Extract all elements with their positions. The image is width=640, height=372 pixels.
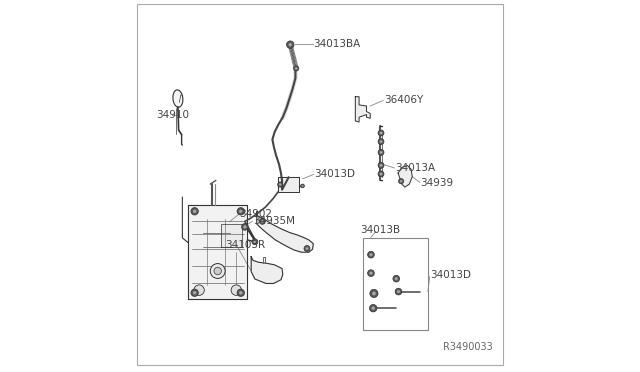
Text: 34013D: 34013D (314, 169, 355, 179)
Text: 34013B: 34013B (360, 225, 400, 235)
Polygon shape (257, 212, 314, 252)
Polygon shape (278, 177, 299, 192)
Circle shape (193, 209, 196, 213)
Circle shape (193, 291, 196, 295)
Circle shape (369, 253, 372, 256)
Text: 34013BA: 34013BA (314, 39, 360, 49)
Circle shape (191, 208, 198, 215)
Circle shape (278, 182, 283, 187)
Circle shape (304, 246, 310, 251)
Bar (363, 238, 428, 330)
Circle shape (231, 285, 241, 295)
Circle shape (239, 291, 243, 295)
Polygon shape (398, 166, 412, 187)
Circle shape (243, 225, 246, 228)
Circle shape (301, 185, 303, 187)
Circle shape (395, 288, 402, 295)
Text: 34103R: 34103R (225, 240, 265, 250)
Polygon shape (355, 97, 370, 122)
Circle shape (239, 209, 243, 213)
Circle shape (252, 239, 258, 245)
Text: 34013A: 34013A (395, 163, 435, 173)
Circle shape (211, 263, 225, 278)
Polygon shape (221, 224, 241, 247)
Polygon shape (188, 205, 248, 299)
Circle shape (378, 139, 384, 145)
Circle shape (369, 304, 377, 312)
Circle shape (372, 292, 376, 295)
Circle shape (372, 307, 375, 310)
Circle shape (253, 240, 256, 243)
Circle shape (261, 220, 264, 223)
Text: 34902: 34902 (239, 209, 272, 219)
Circle shape (380, 140, 382, 143)
Circle shape (370, 289, 378, 298)
Circle shape (380, 173, 382, 175)
Circle shape (378, 150, 384, 155)
Circle shape (295, 67, 298, 70)
Circle shape (380, 132, 382, 134)
Circle shape (367, 270, 374, 276)
Circle shape (259, 218, 266, 224)
Text: 34013D: 34013D (431, 270, 472, 280)
Circle shape (367, 251, 374, 258)
Circle shape (287, 41, 294, 48)
Circle shape (237, 208, 244, 215)
Circle shape (380, 164, 382, 167)
Text: 34939: 34939 (420, 179, 454, 188)
Circle shape (369, 272, 372, 275)
Circle shape (289, 43, 292, 46)
Circle shape (191, 289, 198, 296)
Polygon shape (173, 90, 183, 107)
Text: 34910: 34910 (156, 110, 189, 119)
Polygon shape (251, 257, 283, 283)
Circle shape (237, 289, 244, 296)
Circle shape (194, 285, 204, 295)
Circle shape (241, 224, 248, 230)
Circle shape (395, 277, 398, 280)
Circle shape (399, 179, 404, 184)
Circle shape (294, 66, 299, 71)
Circle shape (306, 247, 308, 250)
Circle shape (400, 180, 403, 182)
Text: 34935M: 34935M (253, 217, 295, 226)
Circle shape (397, 290, 400, 293)
Circle shape (380, 151, 382, 154)
Circle shape (393, 275, 399, 282)
Polygon shape (289, 43, 298, 70)
Text: 36406Y: 36406Y (384, 95, 423, 105)
Circle shape (301, 184, 305, 188)
Circle shape (279, 183, 282, 186)
Circle shape (378, 171, 384, 177)
Text: R3490033: R3490033 (443, 342, 493, 352)
Circle shape (214, 267, 221, 275)
Circle shape (378, 130, 384, 136)
Circle shape (378, 162, 384, 168)
